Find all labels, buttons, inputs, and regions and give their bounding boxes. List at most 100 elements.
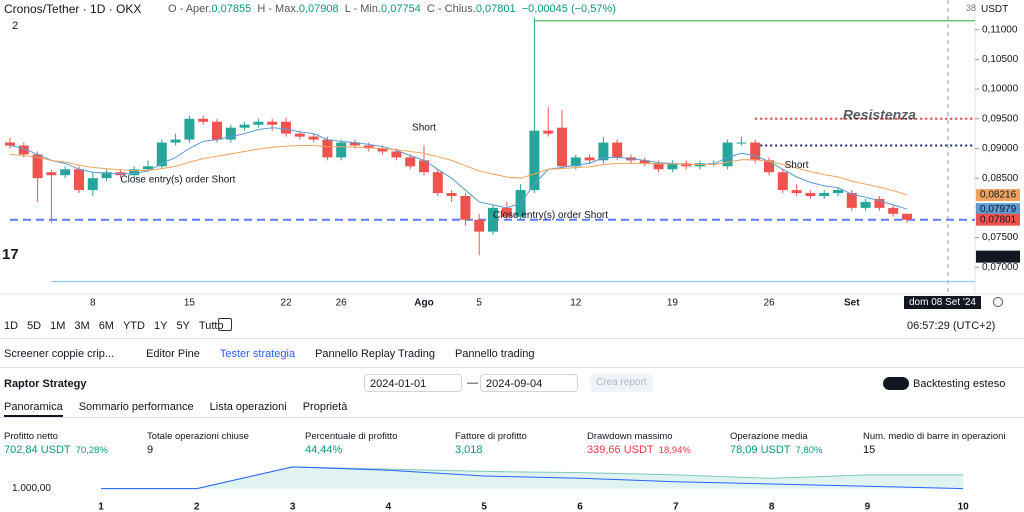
toggle[interactable] [883,377,909,390]
date-from[interactable]: 2024-01-01 [364,374,462,392]
x-tick-label: 2 [194,502,200,512]
strategy-name: Raptor Strategy [4,378,87,390]
candle-body [474,220,484,232]
divider [0,417,1024,418]
x-tick-label: 22 [280,298,292,309]
y-tick-label: 0,10000 [982,84,1019,95]
candle-body [750,143,760,161]
y-tick-label: 0,07500 [982,232,1019,243]
x-tick-label: 4 [386,502,392,512]
date-dash: — [467,377,478,389]
range-button[interactable]: 1D [4,320,18,332]
sub-tab[interactable]: Proprietà [303,401,348,417]
l-label: L - Min. [345,3,381,15]
annotation: Short [412,122,436,133]
stat-label: Num. medio di barre in operazioni [863,431,1006,442]
range-button[interactable]: 1Y [154,320,167,332]
x-tick-label: Ago [414,298,433,309]
range-button[interactable]: 5Y [176,320,189,332]
candle-body [88,178,98,190]
divider [0,338,1024,339]
l-value: 0,07754 [381,3,421,15]
annotation: Short [785,160,809,171]
divider [0,367,1024,368]
panel-tab[interactable]: Pannello trading [455,348,535,360]
range-button[interactable]: YTD [123,320,145,332]
range-button[interactable]: 5D [27,320,41,332]
range-bar: 1D5D1M3M6MYTD1Y5YTutto [4,320,224,332]
price-tag-label: 0,07979 [980,204,1017,215]
y-tick-label: 0,07000 [982,262,1019,273]
range-button[interactable]: 6M [99,320,114,332]
candle-body [46,172,56,175]
x-tick-label: 8 [90,298,96,309]
indicator-count[interactable]: 2 [12,20,18,32]
page: 17 0,110000,105000,100000,095000,090000,… [0,0,1024,512]
symbol: Cronos/Tether · 1D · OKX [4,2,141,16]
h-value: 0,07908 [299,3,339,15]
annotation: Resistenza [843,107,916,123]
range-button[interactable]: 3M [74,320,89,332]
candle-body [157,143,167,167]
sub-tab[interactable]: Panoramica [4,401,63,417]
candle-body [833,190,843,193]
candle-body [281,122,291,134]
panel-tab[interactable]: Editor Pine [146,348,200,360]
panel-tab[interactable]: Pannello Replay Trading [315,348,435,360]
h-label: H - Max. [257,3,299,15]
candle-body [212,122,222,140]
stat-label: Fattore di profitto [455,431,527,442]
y-tick-label: 1.000,00 [12,483,51,494]
stat-label: Profitto netto [4,431,58,442]
candle-body [612,143,622,158]
panel-tab[interactable]: Screener coppie crip... [4,348,114,360]
candle-body [171,140,181,143]
sub-tab[interactable]: Sommario performance [79,401,194,417]
y-tick-label: 0,09500 [982,113,1019,124]
candle-body [902,214,912,220]
x-tick-label: 7 [673,502,679,512]
candle-body [295,134,305,137]
candle-body [253,122,263,125]
report-button[interactable]: Crea report [590,374,653,392]
candle-body [74,169,84,190]
date-to[interactable]: 2024-09-04 [480,374,578,392]
x-tick-label: 10 [958,502,970,512]
range-button[interactable]: 1M [50,320,65,332]
x-tick-label: Set [844,298,860,309]
x-tick-label: 15 [184,298,196,309]
c-value: 0,07801 [476,3,516,15]
x-tick-label: 26 [763,298,775,309]
candle-body [322,140,332,158]
x-tick-label: 6 [577,502,583,512]
settings-icon[interactable] [994,298,1003,307]
countdown: 38 [966,3,976,13]
annotation: Close entry(s) order Short [120,175,235,186]
x-tick-label: 5 [481,502,487,512]
candle-body [447,193,457,196]
change: −0,00045 (−0,57%) [522,3,616,15]
o-label: O - Aper. [168,3,211,15]
x-tick-label: 19 [667,298,679,309]
extended-label: Backtesting esteso [913,378,1005,390]
x-tick-label: 1 [98,502,104,512]
panel-tabs: Screener coppie crip... Editor Pine Tester… [4,348,554,360]
x-tick-label: 5 [476,298,482,309]
x-tick-label: 26 [336,298,348,309]
stat-label: Totale operazioni chiuse [147,431,249,442]
candle-body [309,137,319,140]
candle-body [778,172,788,190]
stat-label: Drawdown massimo [587,431,673,442]
x-tick-label: 12 [570,298,582,309]
price-tag-label: 0,08216 [980,190,1017,201]
ohlc-label: O - Aper.0,07855 H - Max.0,07908 L - Min… [168,3,616,15]
candle-body [60,169,70,175]
calendar-icon[interactable] [218,318,232,331]
y-tick-label: 0,09000 [982,143,1019,154]
x-tick-label: 9 [865,502,871,512]
candle-body [543,131,553,134]
candle-body [405,157,415,166]
y-tick-label: 0,08500 [982,173,1019,184]
sub-tab[interactable]: Lista operazioni [210,401,287,417]
panel-tab[interactable]: Tester strategia [220,348,295,360]
